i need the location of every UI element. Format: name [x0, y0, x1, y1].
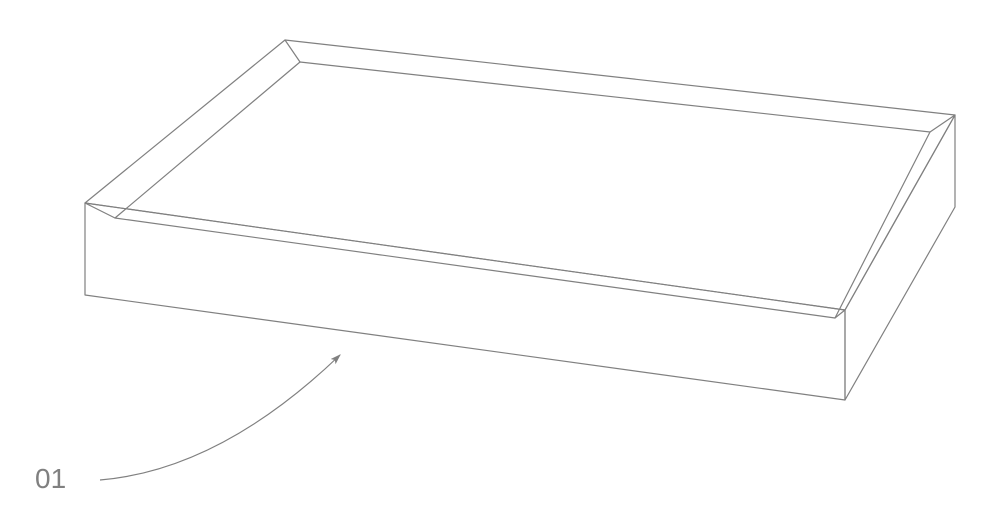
- open-box-shape: [85, 40, 955, 400]
- callout-label-01: 01: [35, 463, 66, 495]
- callout-arrow: [100, 355, 340, 480]
- isometric-box-diagram: [0, 0, 1000, 523]
